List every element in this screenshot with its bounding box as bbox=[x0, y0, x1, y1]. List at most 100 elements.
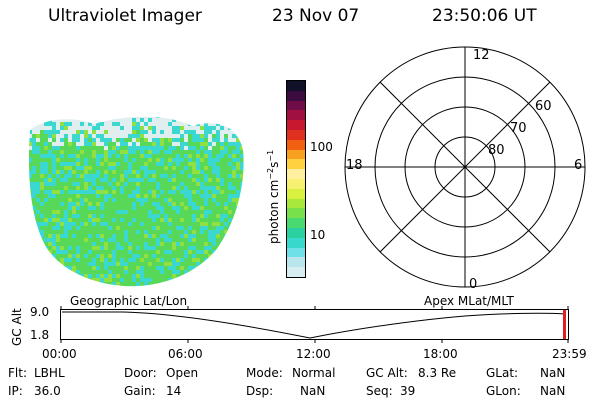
globe-pixel bbox=[64, 162, 68, 166]
globe-pixel bbox=[180, 122, 184, 126]
globe-pixel bbox=[188, 178, 192, 182]
colorbar-segment bbox=[287, 267, 305, 277]
globe-pixel bbox=[236, 174, 240, 178]
globe-pixel bbox=[192, 170, 196, 174]
globe-pixel bbox=[36, 254, 40, 258]
mode-label: Mode: bbox=[246, 366, 283, 380]
globe-pixel bbox=[164, 150, 168, 154]
globe-pixel bbox=[56, 218, 60, 222]
globe-pixel bbox=[116, 254, 120, 258]
globe-pixel bbox=[148, 282, 152, 286]
globe-pixel bbox=[164, 186, 168, 190]
globe-pixel bbox=[80, 116, 84, 118]
globe-pixel bbox=[44, 118, 48, 122]
globe-pixel bbox=[160, 146, 164, 150]
globe-pixel bbox=[28, 210, 32, 214]
globe-pixel bbox=[48, 110, 52, 114]
globe-pixel bbox=[216, 206, 220, 210]
globe-pixel bbox=[196, 146, 200, 150]
globe-pixel bbox=[232, 194, 236, 198]
globe-pixel bbox=[168, 270, 172, 274]
globe-pixel bbox=[48, 238, 52, 242]
globe-pixel bbox=[164, 118, 168, 122]
globe-pixel bbox=[172, 250, 176, 254]
globe-pixel bbox=[112, 246, 116, 250]
globe-pixel bbox=[28, 182, 32, 186]
globe-pixel bbox=[48, 170, 52, 174]
globe-pixel bbox=[56, 250, 60, 254]
globe-pixel bbox=[60, 154, 64, 158]
globe-pixel bbox=[144, 250, 148, 254]
globe-pixel bbox=[140, 270, 144, 274]
globe-pixel bbox=[132, 210, 136, 214]
globe-pixel bbox=[136, 198, 140, 202]
globe-pixel bbox=[192, 118, 196, 122]
globe-pixel bbox=[188, 266, 192, 270]
globe-pixel bbox=[40, 142, 44, 146]
globe-pixel bbox=[92, 262, 96, 266]
globe-pixel bbox=[128, 150, 132, 154]
globe-pixel bbox=[32, 246, 36, 250]
globe-pixel bbox=[124, 286, 128, 287]
globe-pixel bbox=[176, 116, 180, 118]
globe-pixel bbox=[176, 258, 180, 262]
globe-pixel bbox=[204, 218, 208, 222]
globe-pixel bbox=[224, 242, 228, 246]
globe-pixel bbox=[228, 286, 232, 287]
globe-pixel bbox=[228, 206, 232, 210]
globe-pixel bbox=[240, 154, 244, 158]
globe-pixel bbox=[64, 210, 68, 214]
globe-pixel bbox=[164, 222, 168, 226]
globe-pixel bbox=[84, 222, 88, 226]
globe-pixel bbox=[216, 182, 220, 186]
globe-pixel bbox=[140, 266, 144, 270]
globe-pixel bbox=[232, 170, 236, 174]
globe-pixel bbox=[184, 278, 188, 282]
globe-pixel bbox=[96, 278, 100, 282]
globe-pixel bbox=[240, 238, 244, 242]
globe-pixel bbox=[80, 206, 84, 210]
globe-pixel bbox=[48, 230, 52, 234]
globe-pixel bbox=[232, 202, 236, 206]
globe-pixel bbox=[84, 262, 88, 266]
globe-pixel bbox=[116, 286, 120, 287]
globe-pixel bbox=[232, 174, 236, 178]
globe-pixel bbox=[80, 166, 84, 170]
globe-pixel bbox=[48, 210, 52, 214]
globe-pixel bbox=[220, 110, 224, 114]
globe-pixel bbox=[64, 254, 68, 258]
globe-pixel bbox=[232, 154, 236, 158]
globe-pixel bbox=[104, 170, 108, 174]
globe-pixel bbox=[148, 214, 152, 218]
globe-pixel bbox=[204, 174, 208, 178]
gain-value: 14 bbox=[166, 384, 182, 398]
globe-pixel bbox=[52, 166, 56, 170]
globe-pixel bbox=[32, 182, 36, 186]
globe-pixel bbox=[192, 130, 196, 134]
globe-pixel bbox=[180, 190, 184, 194]
globe-pixel bbox=[204, 214, 208, 218]
globe-pixel bbox=[76, 238, 80, 242]
globe-pixel bbox=[60, 270, 64, 274]
globe-pixel bbox=[188, 270, 192, 274]
globe-pixel bbox=[140, 286, 144, 287]
colorbar-segment bbox=[287, 139, 305, 150]
globe-pixel bbox=[92, 158, 96, 162]
globe-pixel bbox=[36, 170, 40, 174]
globe-pixel bbox=[128, 278, 132, 282]
globe-pixel bbox=[156, 130, 160, 134]
globe-pixel bbox=[100, 218, 104, 222]
globe-pixel bbox=[32, 146, 36, 150]
globe-pixel bbox=[72, 218, 76, 222]
globe-pixel bbox=[96, 262, 100, 266]
globe-pixel bbox=[148, 170, 152, 174]
globe-pixel bbox=[144, 122, 148, 126]
globe-pixel bbox=[208, 282, 212, 286]
globe-pixel bbox=[152, 198, 156, 202]
globe-pixel bbox=[188, 166, 192, 170]
globe-pixel bbox=[144, 286, 148, 287]
globe-pixel bbox=[88, 286, 92, 287]
globe-pixel bbox=[184, 282, 188, 286]
globe-pixel bbox=[36, 258, 40, 262]
globe-pixel bbox=[36, 138, 40, 142]
